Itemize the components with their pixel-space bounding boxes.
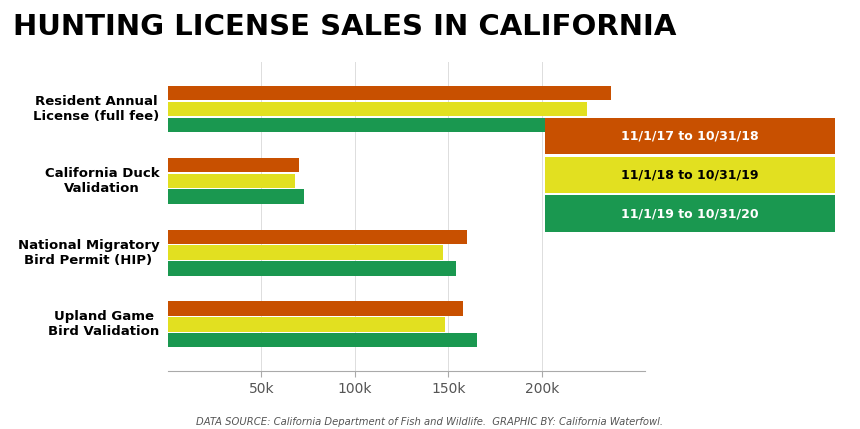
Bar xyxy=(545,195,835,232)
Bar xyxy=(168,189,304,204)
Bar xyxy=(168,158,298,172)
Bar xyxy=(168,102,587,116)
Text: DATA SOURCE: California Department of Fish and Wildlife.  GRAPHIC BY: California: DATA SOURCE: California Department of Fi… xyxy=(196,417,664,427)
Text: HUNTING LICENSE SALES IN CALIFORNIA: HUNTING LICENSE SALES IN CALIFORNIA xyxy=(13,13,676,41)
Bar xyxy=(168,245,443,260)
Bar xyxy=(545,157,835,193)
Text: 11/1/19 to 10/31/20: 11/1/19 to 10/31/20 xyxy=(621,207,759,220)
Bar xyxy=(168,230,467,244)
Text: 11/1/17 to 10/31/18: 11/1/17 to 10/31/18 xyxy=(621,130,759,142)
Text: 11/1/18 to 10/31/19: 11/1/18 to 10/31/19 xyxy=(622,168,759,181)
Bar xyxy=(168,317,445,332)
Bar xyxy=(168,302,464,316)
Bar xyxy=(168,261,456,275)
Bar xyxy=(168,86,611,100)
Bar xyxy=(168,118,621,132)
Bar xyxy=(168,333,476,347)
Bar xyxy=(545,118,835,154)
Bar xyxy=(168,174,295,188)
